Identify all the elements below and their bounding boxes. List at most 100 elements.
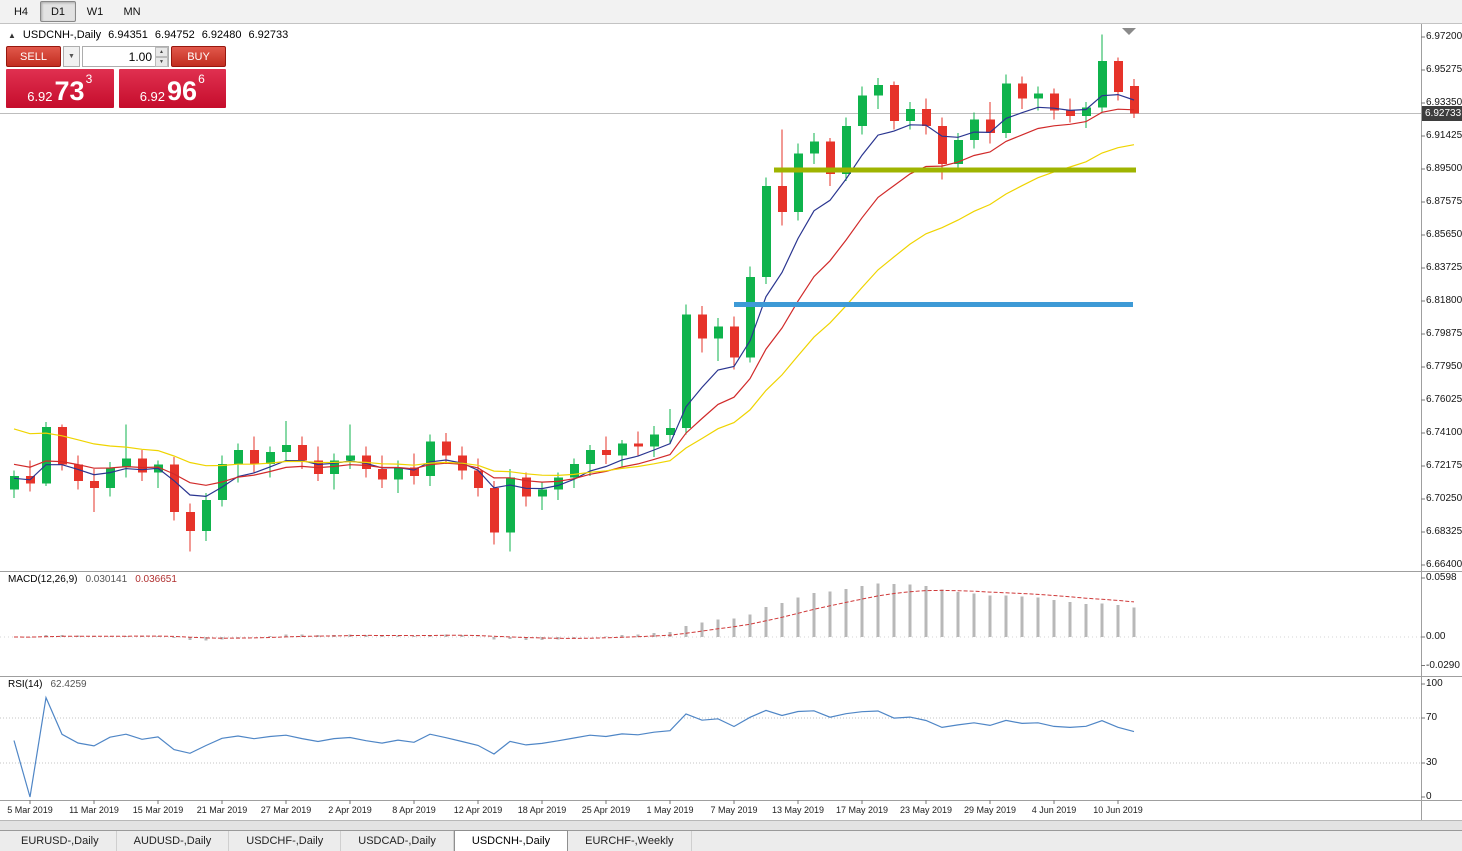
chart-tab-audusd-daily[interactable]: AUDUSD-,Daily (117, 831, 230, 851)
macd-signal-value: 0.036651 (135, 574, 177, 585)
sell-price-pipette: 3 (85, 72, 93, 86)
chart-tab-usdcad-daily[interactable]: USDCAD-,Daily (341, 831, 454, 851)
chart-tab-bar: EURUSD-,Daily AUDUSD-,Daily USDCHF-,Daily U… (0, 830, 1462, 851)
candle-body (858, 95, 867, 127)
macd-axis-label: 0.00 (1426, 631, 1446, 642)
date-axis-label: 27 Mar 2019 (260, 805, 312, 815)
macd-name: MACD(12,26,9) (8, 574, 78, 585)
buy-button[interactable]: BUY (171, 46, 226, 67)
ma-fast-line (13, 93, 1135, 498)
price-axis-label: 6.72175 (1426, 460, 1462, 471)
horizontal-scrollbar[interactable] (0, 820, 1462, 830)
date-axis-label: 21 Mar 2019 (196, 805, 248, 815)
candle-body (474, 470, 483, 488)
candle-body (522, 477, 531, 497)
candle-body (794, 153, 803, 212)
volume-increase-button[interactable]: ▲ (155, 47, 168, 57)
candle-body (1050, 93, 1059, 111)
candle-body (186, 511, 195, 531)
candle-body (842, 126, 851, 175)
candle-body (298, 445, 307, 461)
rsi-line (13, 695, 1135, 798)
chart-canvas[interactable] (0, 24, 1462, 820)
candle-body (1034, 93, 1043, 99)
timeframe-button-mn[interactable]: MN (123, 5, 141, 18)
candle-body (570, 463, 579, 478)
candle-body (618, 443, 627, 456)
date-axis-label: 8 Apr 2019 (392, 805, 436, 815)
candle-body (682, 314, 691, 428)
candle-body (762, 186, 771, 277)
sell-price-pips: 73 (54, 76, 85, 106)
candle-body (1114, 61, 1123, 92)
timeframe-buttons: H4 D1 W1 MN (3, 1, 151, 22)
candle-body (986, 119, 995, 133)
sell-price-button[interactable]: 6.92 73 3 (6, 69, 114, 108)
chevron-down-icon: ▼ (68, 53, 75, 60)
macd-axis-label: -0.0290 (1426, 660, 1460, 671)
chart-shift-marker[interactable] (1122, 28, 1136, 35)
sell-button[interactable]: SELL (6, 46, 61, 67)
candle-body (810, 141, 819, 154)
date-axis-label: 4 Jun 2019 (1031, 805, 1077, 815)
volume-decrease-button[interactable]: ▼ (155, 57, 168, 67)
candle-body (746, 277, 755, 358)
ohlc-high: 6.94752 (154, 29, 195, 41)
date-axis-label: 5 Mar 2019 (7, 805, 53, 815)
candle-body (170, 464, 179, 512)
rsi-value: 62.4259 (50, 679, 87, 690)
chart-symbol-period: USDCNH-,Daily (22, 29, 102, 41)
volume-dropdown-button[interactable]: ▼ (63, 46, 80, 67)
date-axis-label: 13 May 2019 (771, 805, 825, 815)
rsi-axis-label: 100 (1426, 678, 1443, 689)
price-axis-label: 6.85650 (1426, 229, 1462, 240)
candle-body (1066, 110, 1075, 116)
volume-input[interactable] (82, 46, 169, 67)
date-axis-label: 11 Mar 2019 (69, 805, 119, 815)
buy-price-button[interactable]: 6.92 96 6 (118, 69, 226, 108)
price-axis-label: 6.66400 (1426, 559, 1462, 570)
candle-body (138, 458, 147, 473)
price-axis-label: 6.93350 (1426, 97, 1462, 108)
candle-body (778, 186, 787, 212)
candle-body (74, 464, 83, 481)
one-click-trading-panel: SELL ▼ ▲ ▼ BUY 6.92 73 3 6.92 96 (6, 46, 226, 108)
candle-body (426, 441, 435, 476)
candle-body (202, 499, 211, 531)
price-axis-label: 6.79875 (1426, 328, 1462, 339)
candle-body (90, 481, 99, 488)
price-axis-label: 6.77950 (1426, 361, 1462, 372)
sell-price-bigfigure: 6.92 (27, 89, 53, 104)
macd-axis-label: 0.0598 (1426, 572, 1457, 583)
buy-price-bigfigure: 6.92 (139, 89, 166, 104)
candle-body (10, 475, 19, 490)
macd-indicator-label: MACD(12,26,9) 0.030141 0.036651 (8, 574, 177, 585)
candle-body (538, 489, 547, 497)
candle-body (714, 326, 723, 339)
candle-body (58, 427, 67, 465)
chart-tab-eurusd-daily[interactable]: EURUSD-,Daily (4, 831, 117, 851)
candle-body (410, 467, 419, 476)
chart-tab-eurchf-weekly[interactable]: EURCHF-,Weekly (568, 831, 692, 851)
chart-window[interactable]: ▲ USDCNH-,Daily 6.94351 6.94752 6.92480 … (0, 24, 1462, 820)
candle-body (1098, 61, 1107, 108)
price-axis-label: 6.74100 (1426, 427, 1462, 438)
buy-price-pipette: 6 (198, 72, 205, 86)
candle-body (330, 460, 339, 475)
candle-body (634, 443, 643, 447)
date-axis-label: 10 Jun 2019 (1093, 805, 1143, 815)
timeframe-button-h4[interactable]: H4 (13, 5, 29, 18)
rsi-name: RSI(14) (8, 679, 43, 690)
one-click-collapse-arrow[interactable]: ▲ (8, 30, 16, 40)
candle-body (906, 109, 915, 121)
candle-body (602, 450, 611, 456)
candle-body (970, 119, 979, 140)
ohlc-close: 6.92733 (248, 29, 289, 41)
ohlc-open: 6.94351 (108, 29, 148, 41)
price-axis-label: 6.89500 (1426, 163, 1462, 174)
rsi-axis-label: 0 (1426, 791, 1432, 802)
chart-tab-usdchf-daily[interactable]: USDCHF-,Daily (229, 831, 342, 851)
timeframe-button-d1[interactable]: D1 (40, 1, 76, 22)
timeframe-button-w1[interactable]: W1 (86, 5, 104, 18)
chart-tab-usdcnh-daily[interactable]: USDCNH-,Daily (453, 830, 569, 851)
